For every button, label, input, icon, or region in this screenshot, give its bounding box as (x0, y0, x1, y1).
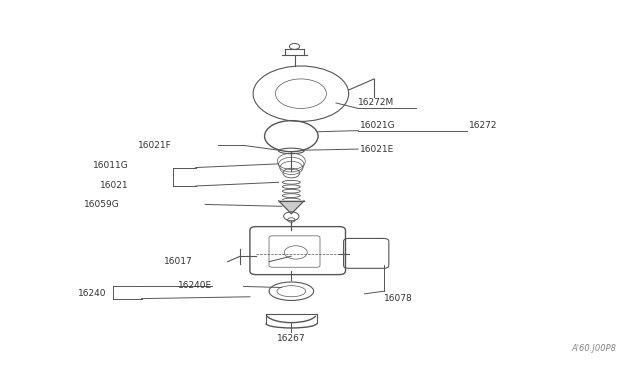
Text: 16272: 16272 (468, 121, 497, 130)
Text: 16021: 16021 (100, 182, 129, 190)
Text: 16017: 16017 (164, 257, 193, 266)
Text: 16059G: 16059G (84, 200, 119, 209)
Text: 16021E: 16021E (360, 145, 394, 154)
Text: 16272M: 16272M (358, 98, 394, 108)
Text: 16011G: 16011G (93, 161, 129, 170)
Polygon shape (278, 201, 304, 214)
Text: 16267: 16267 (277, 334, 306, 343)
Text: 16021G: 16021G (360, 121, 395, 130)
Text: 16240: 16240 (78, 289, 106, 298)
Text: 16021F: 16021F (138, 141, 172, 150)
Text: A'60.J00P8: A'60.J00P8 (572, 344, 616, 353)
Text: 16240E: 16240E (177, 281, 212, 290)
Text: 16078: 16078 (384, 294, 412, 303)
